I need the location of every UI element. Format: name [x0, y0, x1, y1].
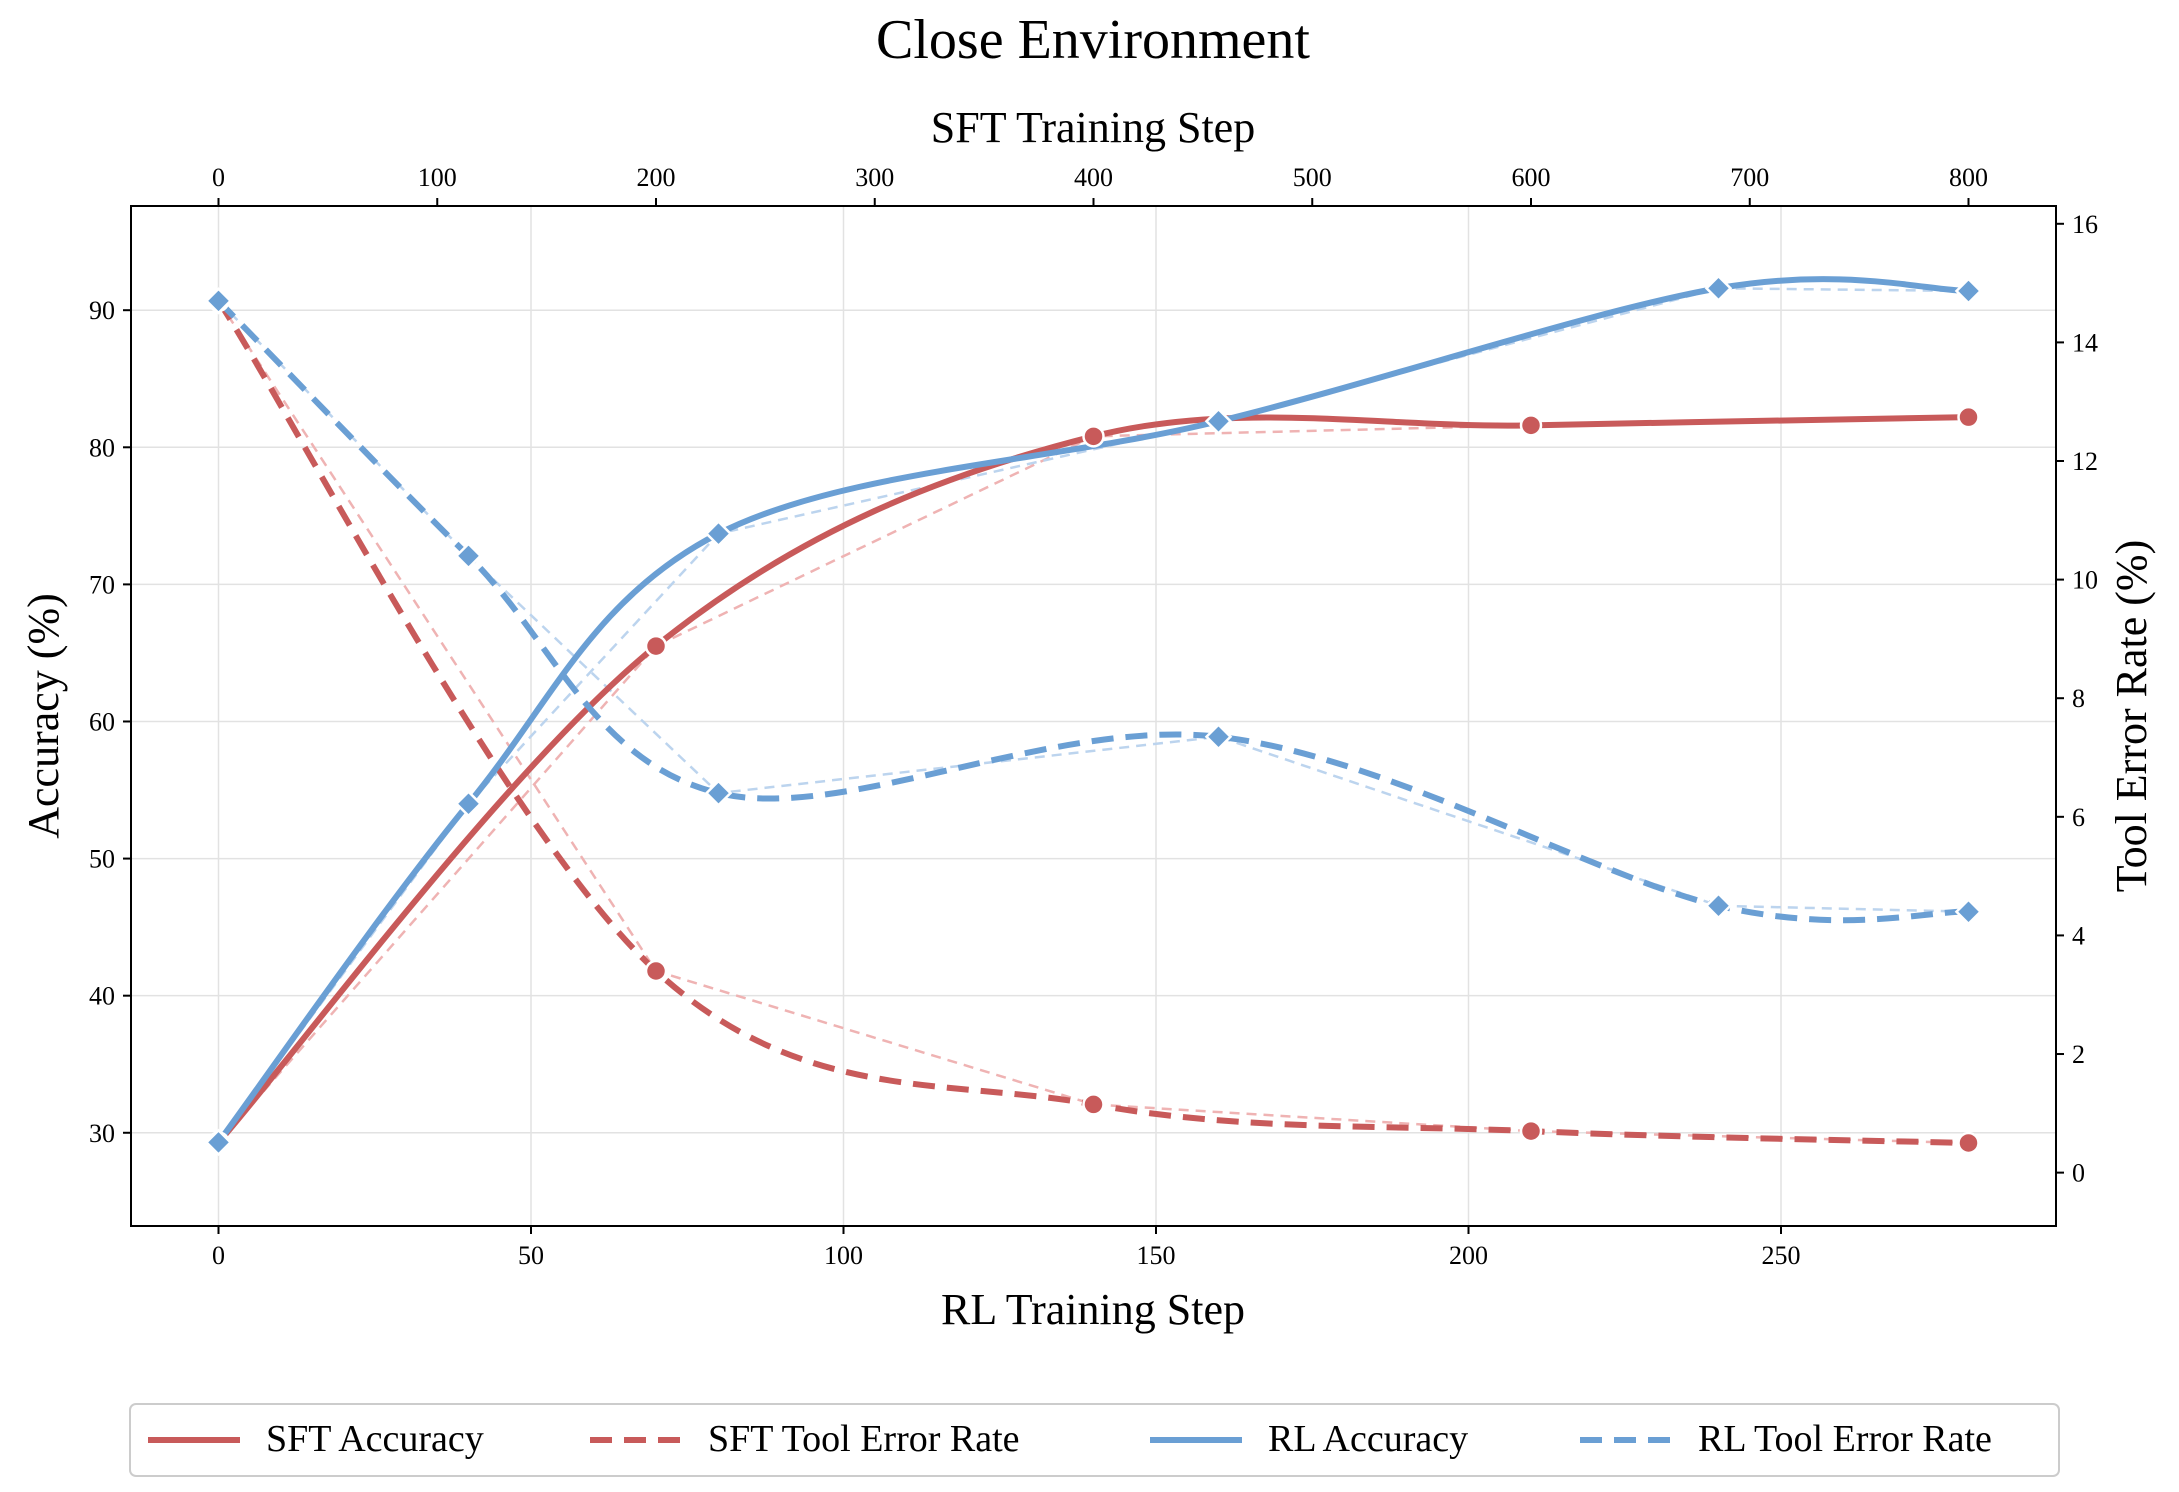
- point-sft-accuracy: [1082, 425, 1105, 448]
- tick-label-top: 600: [1512, 163, 1551, 192]
- series-line-rl-accuracy: [216, 276, 1969, 1145]
- tick-label-right: 12: [2072, 447, 2098, 476]
- tick-label-right: 8: [2072, 684, 2085, 713]
- point-rl-accuracy: [1954, 277, 1983, 305]
- tick-label-left: 60: [89, 707, 115, 736]
- right-y-axis-label: Tool Error Rate (%): [2107, 540, 2156, 892]
- point-rl-accuracy: [204, 1128, 233, 1157]
- point-rl-accuracy: [704, 519, 733, 548]
- series-markers: [204, 274, 1983, 1157]
- point-sft-tool-error-rate: [1957, 1131, 1980, 1155]
- tick-label-top: 400: [1074, 163, 1113, 192]
- tick-label-bottom: 0: [212, 1241, 225, 1270]
- legend-label-sft-accuracy: SFT Accuracy: [266, 1418, 484, 1460]
- tick-label-left: 30: [89, 1119, 115, 1148]
- tick-label-right: 16: [2072, 210, 2098, 239]
- point-sft-tool-error-rate: [644, 959, 668, 983]
- point-sft-accuracy: [1519, 414, 1543, 437]
- tick-label-left: 50: [89, 845, 115, 874]
- point-rl-tool-error-rate: [204, 287, 233, 315]
- tick-label-right: 0: [2072, 1159, 2085, 1188]
- raw-data-lines: [217, 287, 1969, 1145]
- legend: SFT Accuracy SFT Tool Error Rate RL Accura…: [129, 1403, 2060, 1477]
- tick-label-top: 200: [637, 163, 676, 192]
- top-x-axis-label: SFT Training Step: [931, 103, 1255, 152]
- raw-line-rl-accuracy: [217, 287, 1969, 1144]
- tick-label-bottom: 50: [518, 1241, 544, 1270]
- point-sft-tool-error-rate: [1082, 1093, 1105, 1116]
- raw-line-sft-accuracy: [217, 415, 1969, 1144]
- legend-label-sft-tool-error-rate: SFT Tool Error Rate: [708, 1418, 1020, 1460]
- point-sft-accuracy: [644, 634, 668, 658]
- tick-label-bottom: 250: [1762, 1241, 1801, 1270]
- tick-label-top: 700: [1730, 163, 1769, 192]
- point-rl-tool-error-rate: [454, 542, 483, 570]
- tick-label-bottom: 200: [1449, 1241, 1488, 1270]
- bottom-x-axis-label: RL Training Step: [941, 1285, 1245, 1334]
- tick-label-right: 14: [2072, 328, 2098, 357]
- tick-label-left: 80: [89, 433, 115, 462]
- point-rl-tool-error-rate: [1954, 897, 1983, 926]
- tick-label-right: 4: [2072, 921, 2085, 950]
- legend-label-rl-tool-error-rate: RL Tool Error Rate: [1698, 1418, 1992, 1460]
- tick-label-top: 800: [1949, 163, 1988, 192]
- series-line-sft-tool-error-rate: [215, 299, 1969, 1146]
- point-rl-tool-error-rate: [1204, 722, 1233, 751]
- point-rl-accuracy: [1204, 407, 1233, 436]
- series-lines: [215, 276, 1969, 1146]
- tick-label-right: 6: [2072, 803, 2085, 832]
- left-y-axis-label: Accuracy (%): [19, 593, 68, 839]
- point-sft-tool-error-rate: [1519, 1119, 1543, 1143]
- point-sft-accuracy: [1957, 405, 1980, 429]
- tick-label-bottom: 150: [1137, 1241, 1176, 1270]
- plot-frame: [130, 205, 2057, 1227]
- tick-label-top: 500: [1293, 163, 1332, 192]
- point-rl-accuracy: [1704, 274, 1733, 303]
- series-line-sft-accuracy: [216, 414, 1969, 1145]
- chart-title: Close Environment: [876, 9, 1310, 71]
- grid: [131, 206, 2056, 1226]
- tick-label-bottom: 100: [824, 1241, 863, 1270]
- legend-label-rl-accuracy: RL Accuracy: [1268, 1418, 1468, 1460]
- tick-label-right: 2: [2072, 1040, 2085, 1069]
- tick-label-top: 300: [855, 163, 894, 192]
- legend-frame: [129, 1403, 2060, 1477]
- tick-label-left: 90: [89, 296, 115, 325]
- tick-label-left: 40: [89, 982, 115, 1011]
- tick-label-right: 10: [2072, 566, 2098, 595]
- tick-label-left: 70: [89, 570, 115, 599]
- tick-label-top: 100: [418, 163, 457, 192]
- point-rl-tool-error-rate: [704, 779, 733, 807]
- point-rl-accuracy: [454, 789, 483, 818]
- tick-label-top: 0: [212, 163, 225, 192]
- point-rl-tool-error-rate: [1704, 891, 1733, 920]
